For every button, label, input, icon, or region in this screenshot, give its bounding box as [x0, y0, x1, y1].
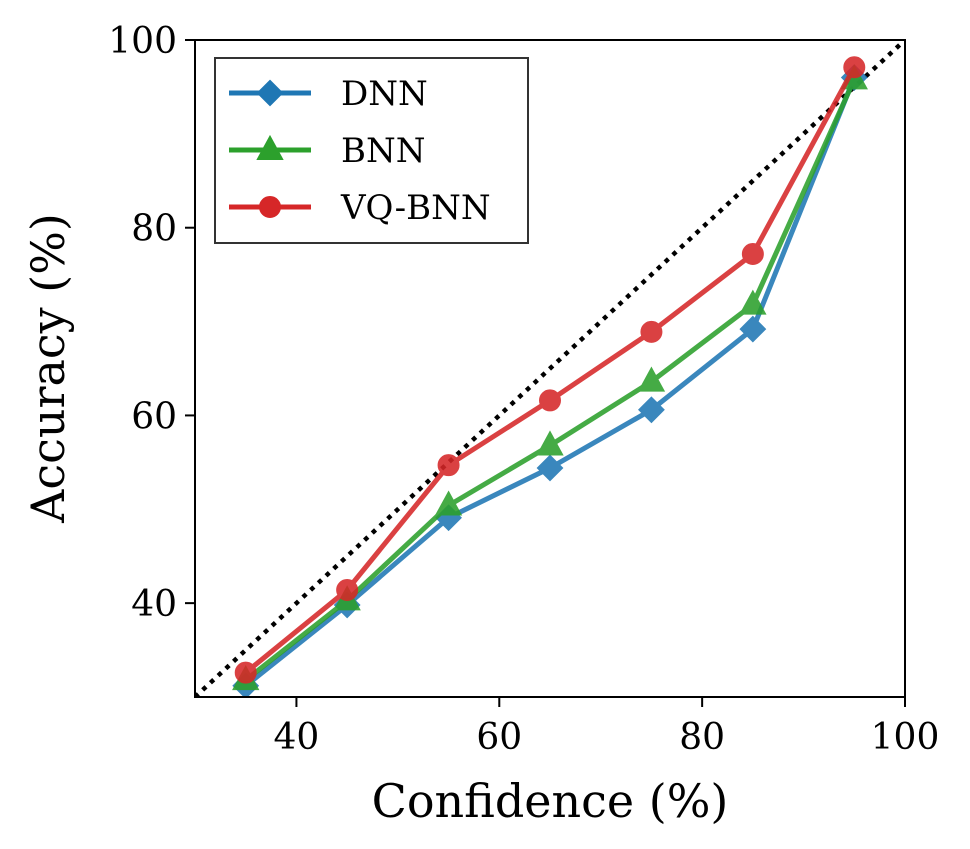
data-point	[539, 389, 561, 412]
data-point	[434, 490, 463, 516]
legend-label: DNN	[341, 74, 428, 114]
data-point	[637, 366, 666, 392]
x-tick-label: 40	[274, 717, 320, 758]
x-axis-title: Confidence (%)	[372, 774, 729, 828]
data-point	[741, 242, 764, 265]
data-point	[843, 56, 866, 79]
data-point	[640, 320, 663, 343]
data-point	[437, 454, 460, 477]
y-tick-label: 100	[108, 21, 177, 62]
y-tick-label: 40	[131, 584, 177, 625]
x-tick-label: 100	[871, 717, 940, 758]
data-point	[739, 289, 767, 315]
data-point	[638, 396, 665, 424]
legend-marker	[256, 79, 284, 107]
data-point	[536, 430, 564, 456]
series-vq-bnn	[234, 56, 866, 684]
data-point	[536, 454, 564, 482]
legend: DNN BNN VQ-BNN	[214, 57, 529, 244]
legend-label: BNN	[341, 131, 426, 171]
y-tick-label: 80	[131, 209, 177, 250]
y-axis-title: Accuracy (%)	[21, 213, 75, 524]
legend-marker	[256, 134, 284, 160]
x-tick-label: 60	[476, 717, 522, 758]
perfect-calibration-line	[195, 40, 905, 697]
legend-item-vq-bnn: VQ-BNN	[229, 188, 491, 228]
data-point	[234, 661, 257, 684]
plot-frame	[194, 39, 906, 698]
legend-marker	[259, 196, 281, 218]
data-point	[739, 315, 767, 343]
y-tick-label: 60	[131, 396, 177, 437]
legend-label: VQ-BNN	[340, 188, 491, 228]
legend-item-dnn: DNN	[229, 74, 428, 114]
x-tick-label: 80	[679, 717, 725, 758]
legend-item-bnn: BNN	[229, 131, 426, 171]
data-point	[336, 579, 359, 602]
